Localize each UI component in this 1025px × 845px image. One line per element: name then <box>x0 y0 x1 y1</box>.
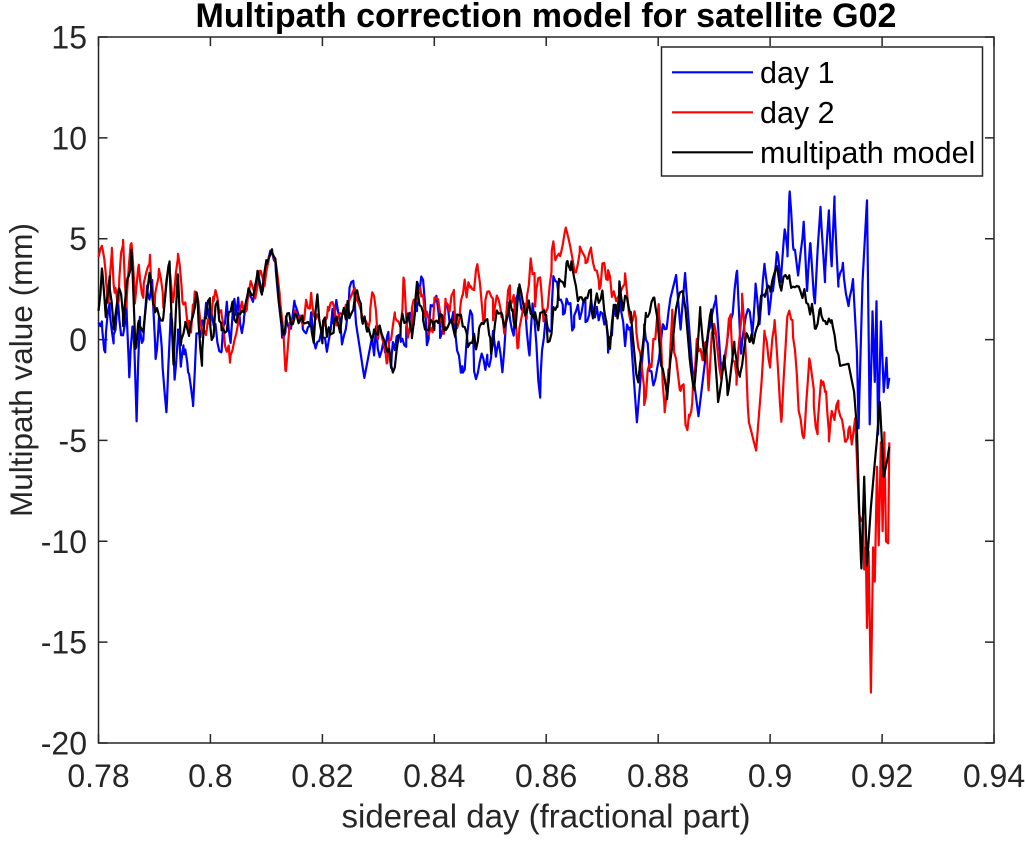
svg-text:Multipath correction model for: Multipath correction model for satellite… <box>196 0 897 35</box>
svg-text:0.9: 0.9 <box>748 758 792 794</box>
svg-text:10: 10 <box>51 120 87 156</box>
svg-text:0.86: 0.86 <box>515 758 577 794</box>
svg-text:day 2: day 2 <box>760 96 835 130</box>
svg-text:15: 15 <box>51 20 87 56</box>
svg-text:0.8: 0.8 <box>188 758 232 794</box>
svg-text:0.84: 0.84 <box>403 758 465 794</box>
svg-text:day 1: day 1 <box>760 56 835 90</box>
svg-text:Multipath value (mm): Multipath value (mm) <box>3 223 39 517</box>
svg-text:0.92: 0.92 <box>851 758 913 794</box>
svg-text:-20: -20 <box>41 726 87 762</box>
svg-text:-5: -5 <box>59 423 87 459</box>
svg-text:5: 5 <box>69 221 87 257</box>
svg-text:-15: -15 <box>41 625 87 661</box>
svg-text:0: 0 <box>69 322 87 358</box>
svg-text:-10: -10 <box>41 524 87 560</box>
svg-text:0.82: 0.82 <box>291 758 353 794</box>
svg-text:multipath model: multipath model <box>760 136 975 170</box>
svg-text:0.78: 0.78 <box>67 758 129 794</box>
svg-text:0.94: 0.94 <box>963 758 1025 794</box>
svg-text:sidereal day (fractional part): sidereal day (fractional part) <box>341 798 750 835</box>
svg-text:0.88: 0.88 <box>627 758 689 794</box>
